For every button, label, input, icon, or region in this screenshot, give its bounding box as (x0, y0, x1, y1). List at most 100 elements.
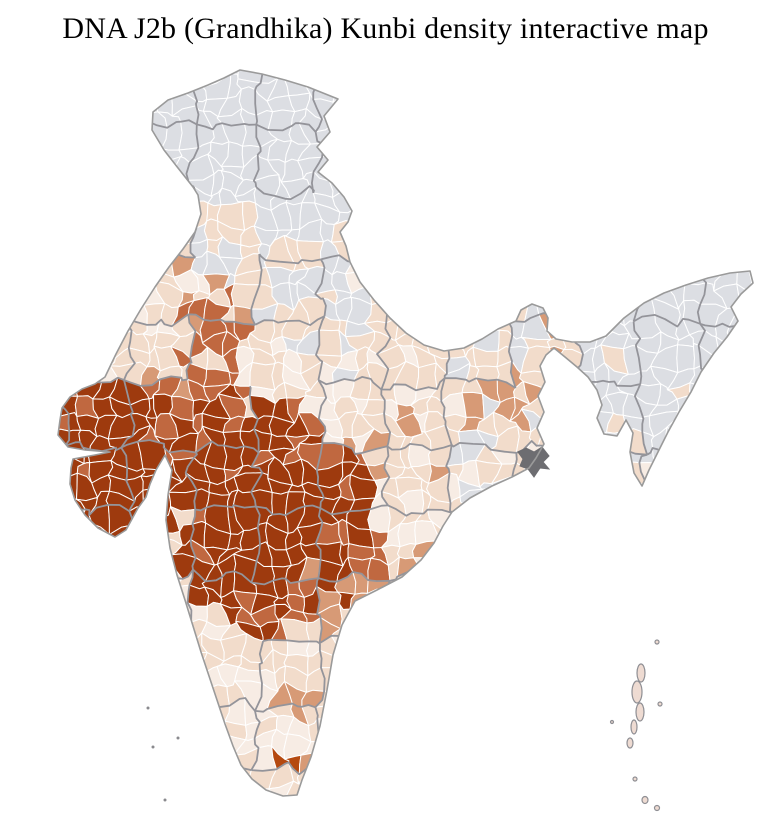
district-cell[interactable] (729, 328, 754, 353)
district-cell[interactable] (654, 786, 670, 799)
district-cell[interactable] (298, 57, 318, 86)
district-cell[interactable] (650, 643, 670, 655)
district-cell[interactable] (399, 691, 413, 706)
district-cell[interactable] (541, 511, 567, 530)
district-cell[interactable] (701, 158, 725, 179)
district-cell[interactable] (591, 691, 606, 704)
district-cell[interactable] (749, 74, 771, 102)
district-cell[interactable] (652, 272, 673, 291)
district-cell[interactable] (89, 314, 116, 342)
district-cell[interactable] (429, 769, 449, 787)
district-cell[interactable] (375, 253, 402, 275)
district-cell[interactable] (408, 749, 438, 771)
district-cell[interactable] (369, 758, 390, 782)
district-cell[interactable] (509, 62, 535, 86)
district-cell[interactable] (516, 83, 526, 101)
district-cell[interactable] (194, 686, 213, 707)
district-cell[interactable] (467, 174, 485, 197)
district-cell[interactable] (569, 528, 595, 547)
district-cell[interactable] (330, 776, 350, 798)
district-cell[interactable] (105, 689, 131, 703)
district-cell[interactable] (508, 153, 529, 181)
district-cell[interactable] (60, 798, 78, 814)
district-cell[interactable] (651, 795, 669, 814)
district-cell[interactable] (476, 124, 502, 148)
district-cell[interactable] (553, 233, 582, 260)
district-cell[interactable] (138, 778, 167, 801)
district-cell[interactable] (522, 520, 543, 549)
district-cell[interactable] (578, 700, 593, 728)
district-cell[interactable] (411, 81, 431, 99)
district-cell[interactable] (704, 434, 721, 448)
district-cell[interactable] (588, 73, 604, 96)
district-cell[interactable] (617, 575, 643, 595)
district-cell[interactable] (538, 776, 565, 796)
district-cell[interactable] (748, 606, 771, 630)
district-cell[interactable] (138, 688, 167, 710)
district-cell[interactable] (601, 733, 626, 758)
district-cell[interactable] (543, 762, 558, 786)
district-cell[interactable] (449, 126, 466, 138)
district-cell[interactable] (434, 577, 454, 595)
district-cell[interactable] (587, 782, 611, 806)
district-cell[interactable] (716, 702, 742, 722)
district-cell[interactable] (147, 626, 161, 645)
district-cell[interactable] (556, 617, 582, 640)
district-cell[interactable] (202, 73, 232, 100)
district-cell[interactable] (575, 300, 595, 322)
district-cell[interactable] (732, 541, 757, 559)
district-cell[interactable] (429, 315, 453, 344)
district-cell[interactable] (755, 481, 771, 500)
district-cell[interactable] (545, 185, 564, 212)
district-cell[interactable] (137, 256, 161, 271)
district-cell[interactable] (128, 73, 142, 101)
district-cell[interactable] (427, 217, 456, 244)
district-cell[interactable] (424, 67, 454, 87)
district-cell[interactable] (89, 795, 116, 814)
district-cell[interactable] (174, 57, 196, 78)
district-cell[interactable] (61, 346, 78, 374)
district-cell[interactable] (588, 285, 615, 309)
district-cell[interactable] (639, 60, 659, 88)
district-cell[interactable] (540, 634, 564, 663)
district-cell[interactable] (575, 393, 594, 420)
district-cell[interactable] (489, 298, 519, 321)
district-cell[interactable] (461, 391, 485, 420)
district-cell[interactable] (58, 271, 83, 291)
district-cell[interactable] (461, 235, 485, 253)
district-cell[interactable] (510, 253, 535, 278)
district-cell[interactable] (48, 377, 63, 403)
district-cell[interactable] (347, 797, 369, 814)
district-cell[interactable] (717, 552, 739, 585)
district-cell[interactable] (378, 237, 402, 259)
district-cell[interactable] (516, 107, 530, 130)
district-cell[interactable] (729, 223, 753, 239)
district-cell[interactable] (684, 108, 711, 134)
district-cell[interactable] (478, 216, 503, 241)
district-cell[interactable] (703, 465, 719, 480)
district-cell[interactable] (443, 732, 471, 751)
district-cell[interactable] (553, 540, 575, 562)
district-cell[interactable] (270, 48, 295, 66)
district-cell[interactable] (683, 445, 708, 467)
district-cell[interactable] (524, 63, 544, 87)
district-cell[interactable] (353, 746, 375, 774)
district-cell[interactable] (713, 58, 745, 83)
district-cell[interactable] (29, 190, 55, 213)
district-cell[interactable] (59, 645, 84, 660)
district-cell[interactable] (348, 761, 375, 782)
district-cell[interactable] (713, 47, 744, 72)
district-cell[interactable] (370, 77, 380, 103)
district-cell[interactable] (362, 130, 381, 151)
district-cell[interactable] (432, 624, 453, 639)
district-cell[interactable] (621, 507, 645, 533)
district-cell[interactable] (684, 232, 711, 254)
district-cell[interactable] (426, 201, 445, 225)
district-cell[interactable] (204, 684, 230, 709)
district-cell[interactable] (749, 666, 771, 695)
district-cell[interactable] (347, 111, 368, 132)
district-cell[interactable] (750, 653, 771, 672)
district-cell[interactable] (168, 584, 190, 605)
district-cell[interactable] (665, 793, 696, 810)
district-cell[interactable] (95, 654, 120, 672)
